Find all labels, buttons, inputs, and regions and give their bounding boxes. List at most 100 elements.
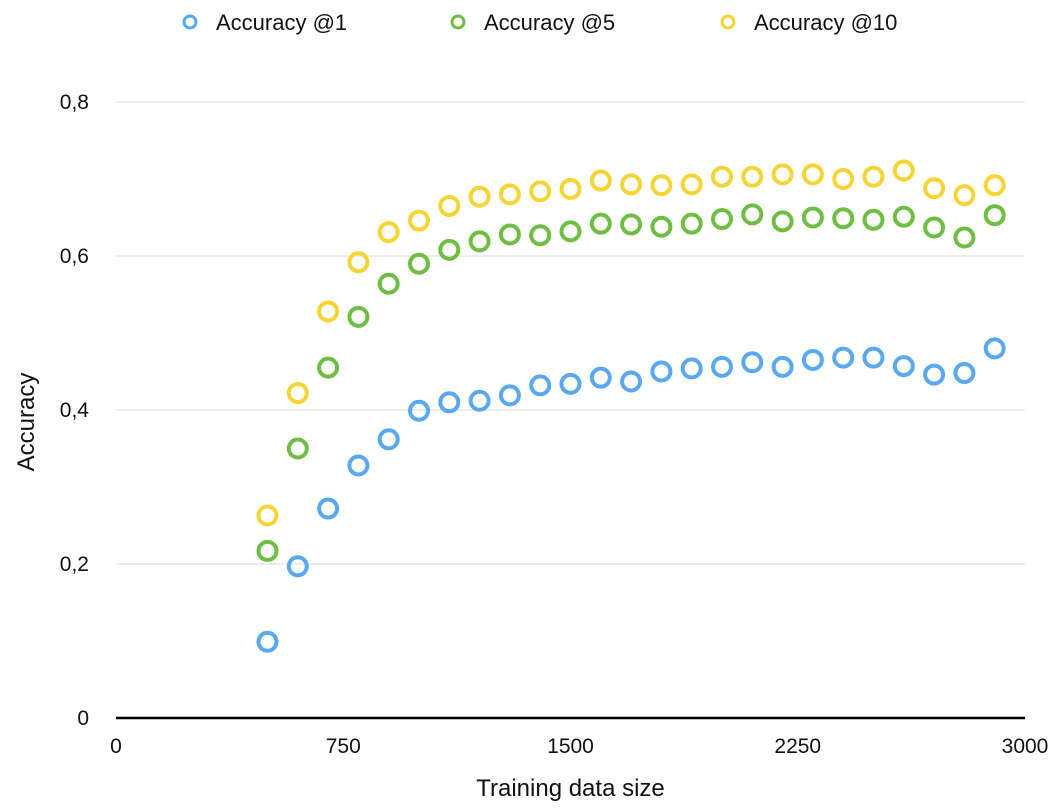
data-point bbox=[923, 177, 946, 200]
data-point bbox=[680, 173, 703, 196]
data-point bbox=[892, 205, 915, 228]
data-points bbox=[256, 159, 1006, 653]
data-point bbox=[741, 351, 764, 374]
data-point bbox=[286, 437, 309, 460]
data-point bbox=[408, 399, 430, 422]
data-point bbox=[832, 207, 855, 230]
data-point bbox=[771, 210, 794, 233]
data-point bbox=[923, 363, 946, 386]
data-point bbox=[620, 213, 643, 236]
data-point bbox=[953, 184, 976, 207]
data-point bbox=[620, 173, 643, 196]
legend-marker bbox=[720, 14, 736, 30]
data-point bbox=[711, 208, 733, 231]
data-point bbox=[711, 355, 733, 378]
data-point bbox=[680, 212, 703, 235]
x-tick-label: 750 bbox=[326, 735, 361, 758]
data-point bbox=[256, 630, 279, 653]
data-point bbox=[620, 370, 643, 393]
data-point bbox=[832, 346, 855, 369]
data-point bbox=[408, 252, 430, 275]
data-point bbox=[832, 168, 855, 190]
x-axis-title: Training data size bbox=[476, 775, 665, 802]
data-point bbox=[286, 382, 309, 405]
legend: Accuracy @1 Accuracy @5 Accuracy @10 bbox=[182, 10, 897, 35]
data-point bbox=[983, 174, 1006, 197]
y-tick-label: 0,6 bbox=[60, 245, 89, 268]
legend-marker bbox=[450, 14, 466, 30]
data-point bbox=[498, 384, 521, 407]
data-point bbox=[529, 374, 552, 397]
data-point bbox=[347, 454, 370, 477]
data-point bbox=[650, 215, 673, 238]
data-point bbox=[408, 209, 430, 232]
legend-label: Accuracy @1 bbox=[216, 10, 347, 35]
y-tick-label: 0,8 bbox=[60, 91, 89, 114]
data-point bbox=[438, 194, 461, 217]
data-point bbox=[983, 204, 1006, 227]
y-tick-label: 0,4 bbox=[60, 399, 90, 422]
data-point bbox=[468, 230, 491, 253]
series-group bbox=[256, 203, 1006, 562]
x-tick-label: 0 bbox=[110, 735, 122, 758]
data-point bbox=[529, 180, 552, 203]
data-point bbox=[377, 221, 400, 244]
data-point bbox=[286, 555, 309, 578]
data-point bbox=[317, 356, 340, 379]
data-point bbox=[741, 165, 764, 188]
legend-marker bbox=[182, 14, 198, 30]
data-point bbox=[771, 163, 794, 186]
data-point bbox=[771, 355, 794, 378]
data-point bbox=[347, 251, 370, 274]
series-group bbox=[256, 337, 1006, 653]
data-point bbox=[256, 504, 279, 527]
data-point bbox=[498, 223, 521, 246]
data-point bbox=[589, 366, 612, 389]
y-axis-title: Accuracy bbox=[13, 373, 40, 472]
x-tick-label: 2250 bbox=[774, 735, 821, 758]
data-point bbox=[953, 226, 976, 249]
x-axis-ticks: 0 750 1500 2250 3000 bbox=[110, 735, 1048, 758]
data-point bbox=[862, 346, 885, 369]
data-point bbox=[680, 357, 703, 380]
x-tick-label: 1500 bbox=[547, 735, 594, 758]
data-point bbox=[801, 206, 824, 229]
data-point bbox=[589, 212, 612, 235]
data-point bbox=[650, 174, 673, 197]
data-point bbox=[559, 372, 582, 395]
data-point bbox=[953, 362, 976, 385]
y-tick-label: 0,2 bbox=[60, 553, 89, 576]
x-tick-label: 3000 bbox=[1002, 735, 1049, 758]
data-point bbox=[801, 163, 824, 186]
data-point bbox=[256, 539, 279, 562]
data-point bbox=[862, 208, 885, 231]
data-point bbox=[862, 165, 885, 188]
data-point bbox=[529, 224, 552, 247]
data-point bbox=[438, 238, 461, 261]
data-point bbox=[317, 497, 340, 520]
y-tick-label: 0 bbox=[77, 707, 89, 730]
legend-label: Accuracy @10 bbox=[754, 10, 897, 35]
data-point bbox=[498, 183, 521, 206]
y-axis-ticks: 0 0,2 0,4 0,6 0,8 bbox=[60, 91, 90, 730]
data-point bbox=[468, 185, 491, 208]
data-point bbox=[741, 203, 764, 226]
data-point bbox=[923, 216, 946, 239]
data-point bbox=[892, 159, 915, 182]
series-group bbox=[256, 159, 1006, 527]
data-point bbox=[559, 178, 582, 201]
data-point bbox=[377, 272, 400, 295]
data-point bbox=[589, 169, 612, 192]
data-point bbox=[983, 337, 1006, 360]
legend-label: Accuracy @5 bbox=[484, 10, 615, 35]
data-point bbox=[650, 360, 673, 383]
data-point bbox=[892, 355, 915, 378]
data-point bbox=[559, 220, 582, 243]
data-point bbox=[317, 300, 340, 323]
data-point bbox=[711, 165, 733, 188]
data-point bbox=[801, 348, 824, 371]
data-point bbox=[438, 391, 461, 414]
gridlines bbox=[116, 101, 1025, 565]
data-point bbox=[347, 305, 370, 328]
